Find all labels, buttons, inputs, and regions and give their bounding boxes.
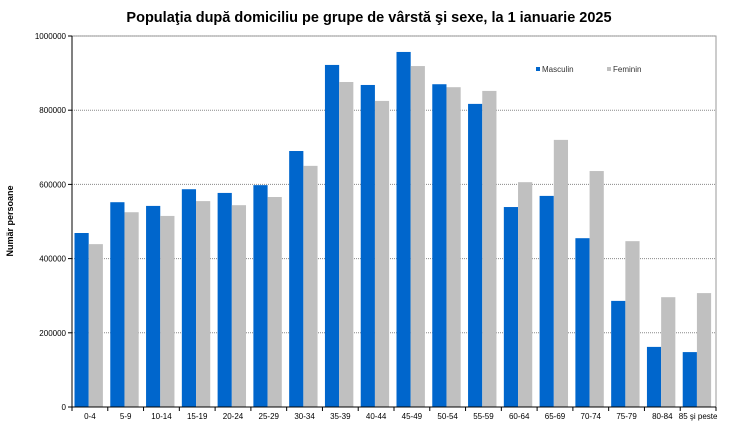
x-tick-label: 15-19 (187, 412, 208, 421)
bar-feminin (518, 182, 533, 407)
y-tick-label: 1000000 (35, 32, 67, 41)
y-tick-label: 400000 (39, 255, 66, 264)
x-tick-label: 75-79 (616, 412, 637, 421)
x-tick-label: 20-24 (223, 412, 244, 421)
y-tick-label: 800000 (39, 106, 66, 115)
bar-masculin (575, 238, 590, 407)
bar-masculin (432, 84, 447, 407)
bar-feminin (196, 201, 211, 407)
x-tick-label: 70-74 (581, 412, 602, 421)
bar-masculin (110, 202, 125, 407)
legend-label-feminin: Feminin (613, 65, 641, 74)
bar-masculin (74, 233, 89, 407)
bar-feminin (446, 87, 461, 407)
x-tick-label: 40-44 (366, 412, 387, 421)
bar-masculin (468, 103, 483, 407)
bar-feminin (661, 297, 676, 407)
bar-masculin (682, 352, 697, 407)
bar-feminin (88, 244, 103, 407)
legend-swatch-feminin (607, 67, 611, 71)
x-tick-label: 35-39 (330, 412, 351, 421)
x-tick-label: 85 şi peste (679, 412, 718, 421)
bar-feminin (553, 139, 569, 407)
x-tick-label: 60-64 (509, 412, 530, 421)
axes: 0 200000 400000 600000 800000 1000000 0-4 5-9 10… (35, 32, 718, 421)
bar-masculin (324, 64, 340, 408)
chart-title: Populaţia după domiciliu pe grupe de vâr… (126, 10, 611, 26)
bar-feminin (589, 171, 604, 407)
x-tick-label: 0-4 (84, 412, 96, 421)
bar-masculin (503, 207, 519, 407)
bar-masculin (181, 189, 197, 407)
legend-swatch-masculin (536, 67, 540, 71)
x-tick-label: 80-84 (652, 412, 673, 421)
bar-feminin (231, 205, 247, 407)
bar-masculin (611, 300, 626, 407)
legend: Masculin Feminin (536, 65, 641, 74)
bars (74, 51, 712, 408)
x-tick-label: 50-54 (437, 412, 458, 421)
x-tick-label: 30-34 (294, 412, 315, 421)
bar-feminin (410, 66, 425, 408)
x-tick-label: 5-9 (120, 412, 132, 421)
bar-masculin (217, 192, 232, 407)
bar-feminin (160, 215, 175, 407)
bar-masculin (360, 84, 375, 408)
bar-feminin (374, 100, 390, 408)
bar-feminin (303, 165, 318, 407)
bar-feminin (124, 212, 139, 407)
bar-masculin (146, 205, 161, 407)
bar-masculin (396, 51, 411, 407)
x-tick-label: 55-59 (473, 412, 494, 421)
bar-feminin (267, 197, 282, 407)
y-tick-label: 600000 (39, 180, 66, 189)
x-tick-label: 65-69 (545, 412, 566, 421)
bar-masculin (646, 346, 662, 407)
bar-masculin (539, 195, 554, 407)
bar-feminin (696, 293, 712, 407)
y-tick-label: 0 (62, 403, 67, 412)
bar-feminin (625, 241, 640, 407)
bar-masculin (253, 185, 268, 407)
legend-label-masculin: Masculin (542, 65, 574, 74)
x-tick-label: 25-29 (259, 412, 280, 421)
bar-masculin (289, 151, 304, 407)
bar-feminin (339, 82, 354, 407)
x-tick-label: 45-49 (402, 412, 423, 421)
y-axis-label: Numär persoane (5, 185, 15, 256)
bar-feminin (482, 90, 497, 408)
x-tick-label: 10-14 (151, 412, 172, 421)
y-tick-label: 200000 (39, 329, 66, 338)
